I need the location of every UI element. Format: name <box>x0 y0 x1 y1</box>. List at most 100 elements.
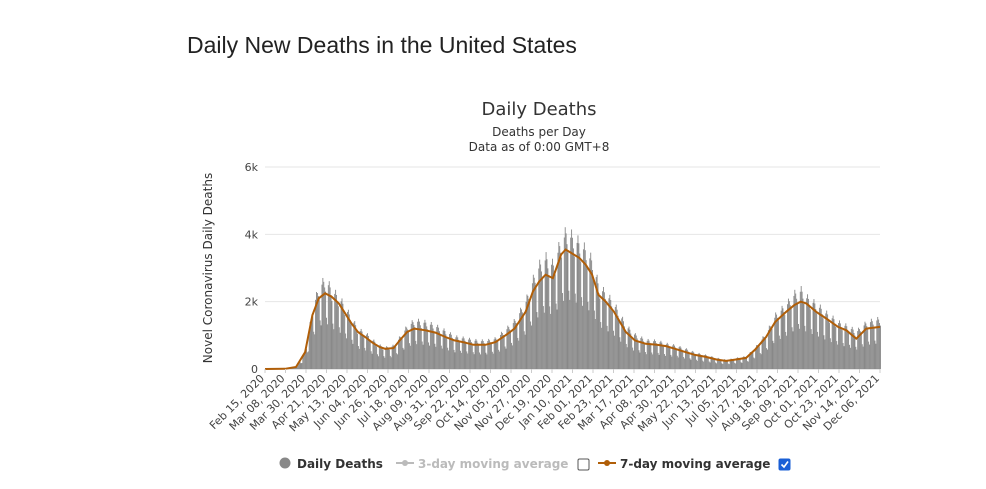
daily-deaths-bar <box>406 327 408 369</box>
daily-deaths-bar <box>664 355 666 369</box>
daily-deaths-bar <box>307 351 309 369</box>
daily-deaths-bar <box>660 340 662 369</box>
daily-deaths-bar <box>591 260 593 369</box>
daily-deaths-bar <box>834 323 836 369</box>
daily-deaths-bar <box>861 344 863 369</box>
daily-deaths-bar <box>306 352 308 369</box>
daily-deaths-bar <box>427 329 429 369</box>
daily-deaths-bar <box>710 356 712 369</box>
daily-deaths-bar <box>787 298 789 369</box>
daily-deaths-bar <box>508 327 510 369</box>
daily-deaths-bar <box>430 322 432 369</box>
daily-deaths-bar <box>498 349 500 369</box>
daily-deaths-bar <box>368 339 370 369</box>
y-tick-label: 6k <box>245 161 259 174</box>
daily-deaths-bar <box>539 259 541 369</box>
daily-deaths-bar <box>764 338 766 369</box>
daily-deaths-bar <box>841 330 843 369</box>
seven-day-average-line <box>264 248 881 370</box>
legend-checkbox-3-day[interactable] <box>577 458 590 471</box>
daily-deaths-bar <box>366 334 368 369</box>
daily-deaths-bar <box>811 333 813 369</box>
daily-deaths-bar <box>653 341 655 369</box>
daily-deaths-bar <box>747 361 749 369</box>
daily-deaths-bar <box>370 351 372 369</box>
daily-deaths-bar <box>540 264 542 369</box>
daily-deaths-bar <box>457 337 459 369</box>
daily-deaths-bar <box>767 349 768 369</box>
legend-item-daily-deaths[interactable]: Daily Deaths <box>279 457 383 471</box>
daily-deaths-bar <box>577 235 579 369</box>
daily-deaths-bar <box>455 337 457 369</box>
daily-deaths-bar <box>846 326 848 369</box>
daily-deaths-bar <box>463 338 465 369</box>
daily-deaths-bar <box>512 323 514 369</box>
daily-deaths-bar <box>489 340 491 369</box>
daily-deaths-bar <box>385 347 387 369</box>
daily-deaths-bar <box>793 295 795 369</box>
daily-deaths-bar <box>348 314 350 369</box>
daily-deaths-bar <box>301 363 303 369</box>
daily-deaths-bar <box>839 320 840 369</box>
daily-deaths-bar <box>477 342 479 369</box>
daily-deaths-bar <box>453 349 455 369</box>
daily-deaths-bar <box>859 329 860 369</box>
daily-deaths-bar <box>472 352 474 369</box>
daily-deaths-bar <box>777 317 778 369</box>
daily-deaths-bar <box>386 346 388 369</box>
daily-deaths-bar <box>854 335 856 369</box>
daily-deaths-bar <box>521 309 522 369</box>
legend: Daily Deaths 3-day moving average 7-day … <box>279 457 791 471</box>
daily-deaths-bar <box>579 253 581 369</box>
daily-deaths-bar <box>859 331 861 369</box>
daily-deaths-bar <box>812 302 814 369</box>
daily-deaths-bar <box>611 306 613 369</box>
legend-item-3-day-average[interactable]: 3-day moving average <box>396 457 590 471</box>
daily-deaths-bar <box>644 343 645 369</box>
daily-deaths-bar <box>630 333 632 369</box>
legend-marker-7-day <box>604 460 610 466</box>
daily-deaths-bar <box>467 353 469 369</box>
daily-deaths-bar <box>623 326 625 369</box>
daily-deaths-bar <box>551 264 552 369</box>
daily-deaths-bar <box>351 339 353 369</box>
legend-item-7-day-average[interactable]: 7-day moving average <box>598 457 791 471</box>
daily-deaths-bar <box>856 349 858 369</box>
daily-deaths-bar <box>724 359 726 369</box>
daily-deaths-bar <box>767 330 769 369</box>
daily-deaths-bar <box>398 339 399 369</box>
daily-deaths-bar <box>650 344 652 369</box>
daily-deaths-bar <box>766 348 768 369</box>
daily-deaths-bar <box>490 343 492 369</box>
daily-deaths-bar <box>565 233 567 369</box>
daily-deaths-bar <box>662 344 664 369</box>
daily-deaths-bar <box>541 276 543 369</box>
daily-deaths-bar <box>296 365 298 369</box>
daily-deaths-bar <box>310 319 312 369</box>
daily-deaths-bar <box>433 331 435 369</box>
daily-deaths-bar <box>808 304 810 369</box>
daily-deaths-bar <box>860 332 862 369</box>
daily-deaths-bar <box>599 298 601 369</box>
daily-deaths-bar <box>350 324 352 369</box>
daily-deaths-bar <box>533 277 535 369</box>
daily-deaths-bar <box>721 363 723 369</box>
daily-deaths-bar <box>813 299 815 369</box>
daily-deaths-bar <box>549 306 551 369</box>
daily-deaths-bar <box>434 343 436 369</box>
daily-deaths-bar <box>602 291 604 369</box>
daily-deaths-bar <box>620 341 622 369</box>
daily-deaths-bar <box>752 352 754 369</box>
daily-deaths-bar <box>683 356 685 369</box>
daily-deaths-bar <box>782 308 784 369</box>
daily-deaths-bar <box>716 363 717 369</box>
daily-deaths-bar <box>302 355 304 369</box>
legend-checkbox-7-day[interactable] <box>778 458 791 471</box>
daily-deaths-bar <box>470 339 471 369</box>
daily-deaths-bar <box>641 336 643 369</box>
daily-deaths-bar <box>459 341 460 369</box>
daily-deaths-bar <box>829 338 831 369</box>
daily-deaths-bar <box>419 325 421 369</box>
daily-deaths-bar <box>325 291 327 369</box>
daily-deaths-bar <box>400 338 402 369</box>
